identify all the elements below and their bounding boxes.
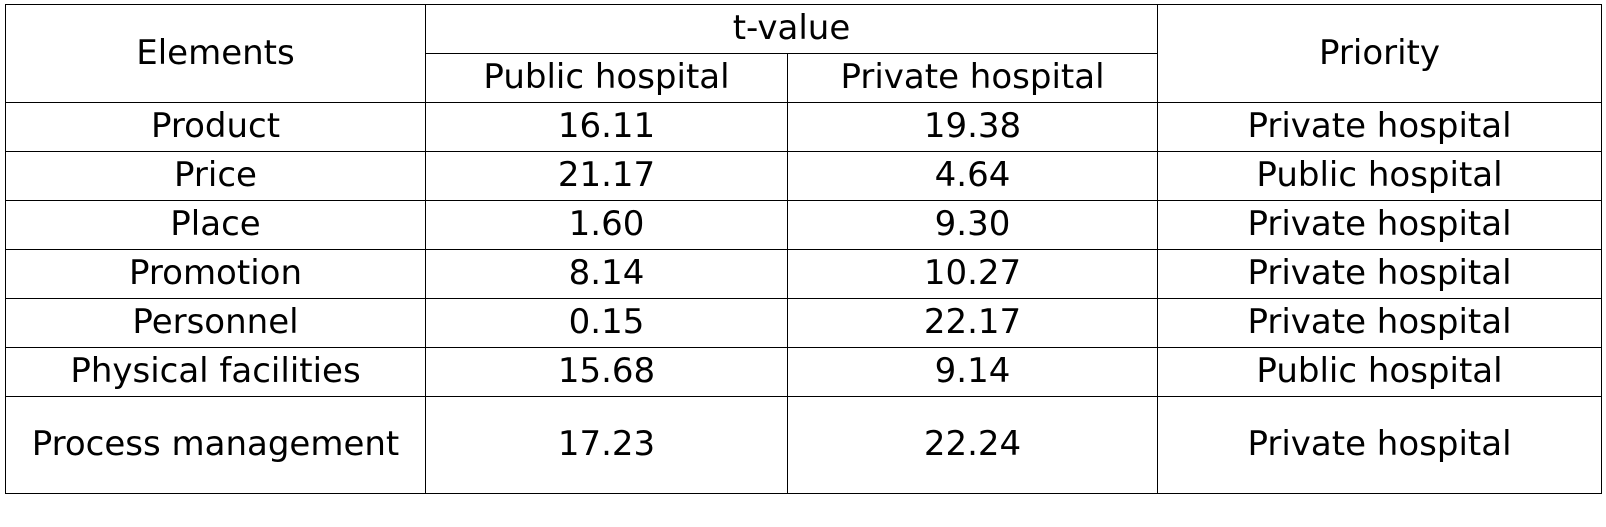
header-private-hospital: Private hospital [787,53,1158,103]
cell-public-t-value: 0.15 [425,298,788,348]
cell-element: Price [5,151,426,201]
cell-public-t-value: 8.14 [425,249,788,299]
cell-priority: Public hospital [1157,347,1602,397]
header-public-hospital: Public hospital [425,53,788,103]
cell-private-t-value: 9.30 [787,200,1158,250]
header-t-value: t-value [425,4,1158,54]
cell-private-t-value: 22.17 [787,298,1158,348]
cell-private-t-value: 4.64 [787,151,1158,201]
header-row-2: Public hospital Private hospital [6,53,1602,103]
cell-priority: Private hospital [1157,396,1602,494]
table-row: Price 21.17 4.64 Public hospital [5,151,1602,201]
table-row: Process management 17.23 22.24 Private h… [5,396,1602,494]
cell-priority: Private hospital [1157,200,1602,250]
cell-public-t-value: 21.17 [425,151,788,201]
cell-priority: Public hospital [1157,151,1602,201]
cell-public-t-value: 17.23 [425,396,788,494]
cell-priority: Private hospital [1157,249,1602,299]
header-priority: Priority [1157,4,1602,103]
header-row-1: Elements t-value Priority [5,4,1602,103]
table-row: Place 1.60 9.30 Private hospital [5,200,1602,250]
cell-element: Product [5,102,426,152]
cell-private-t-value: 19.38 [787,102,1158,152]
cell-priority: Private hospital [1157,102,1602,152]
table-row: Product 16.11 19.38 Private hospital [5,102,1602,152]
cell-element: Process management [5,396,426,494]
cell-priority: Private hospital [1157,298,1602,348]
table-row: Promotion 8.14 10.27 Private hospital [5,249,1602,299]
cell-element: Promotion [5,249,426,299]
cell-private-t-value: 22.24 [787,396,1158,494]
t-value-comparison-table: Elements t-value Priority Public hospita… [5,4,1602,494]
cell-public-t-value: 15.68 [425,347,788,397]
table-row: Personnel 0.15 22.17 Private hospital [5,298,1602,348]
header-elements: Elements [5,4,426,103]
cell-private-t-value: 9.14 [787,347,1158,397]
cell-public-t-value: 16.11 [425,102,788,152]
cell-element: Personnel [5,298,426,348]
cell-element: Place [5,200,426,250]
cell-private-t-value: 10.27 [787,249,1158,299]
cell-element: Physical facilities [5,347,426,397]
table-row: Physical facilities 15.68 9.14 Public ho… [5,347,1602,397]
cell-public-t-value: 1.60 [425,200,788,250]
